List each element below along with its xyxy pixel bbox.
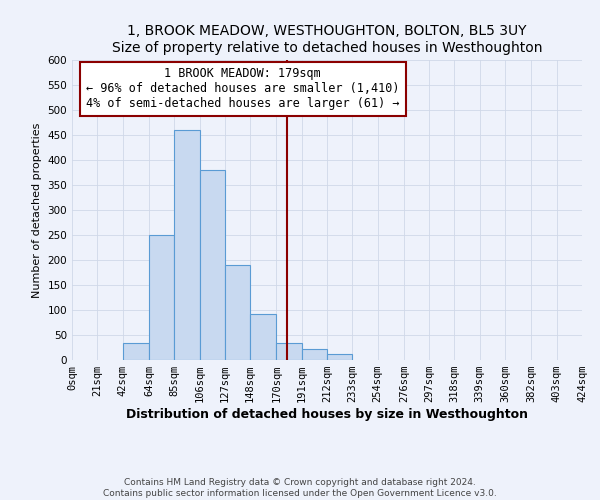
Title: 1, BROOK MEADOW, WESTHOUGHTON, BOLTON, BL5 3UY
Size of property relative to deta: 1, BROOK MEADOW, WESTHOUGHTON, BOLTON, B… [112,24,542,54]
X-axis label: Distribution of detached houses by size in Westhoughton: Distribution of detached houses by size … [126,408,528,421]
Bar [302,349,327,360]
Bar [327,354,352,360]
Bar [250,314,277,360]
Bar [149,235,174,360]
Y-axis label: Number of detached properties: Number of detached properties [32,122,42,298]
Bar [225,265,250,360]
Bar [174,130,199,360]
Text: Contains HM Land Registry data © Crown copyright and database right 2024.
Contai: Contains HM Land Registry data © Crown c… [103,478,497,498]
Text: 1 BROOK MEADOW: 179sqm
← 96% of detached houses are smaller (1,410)
4% of semi-d: 1 BROOK MEADOW: 179sqm ← 96% of detached… [86,68,400,110]
Bar [122,342,149,360]
Bar [199,170,225,360]
Bar [277,342,302,360]
